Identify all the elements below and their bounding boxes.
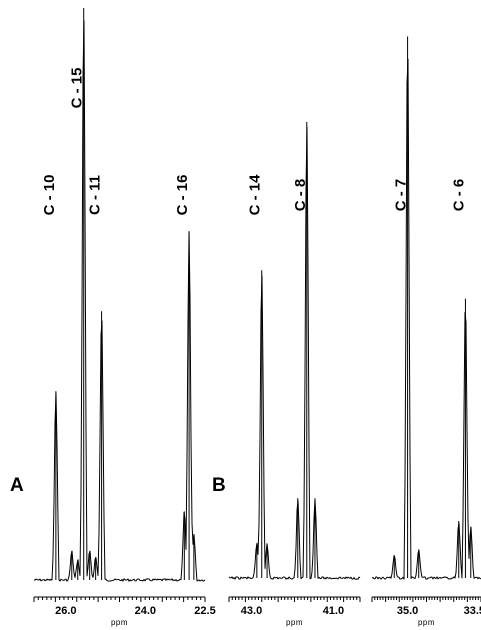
- x-axis-unit-label: ppm: [418, 618, 435, 627]
- spectrum-panel-c: C - 7 C - 6 35.0 33.5 ppm: [371, 36, 481, 627]
- x-axis-unit-label: ppm: [111, 618, 128, 627]
- peak-label-c-10: C - 10: [41, 175, 58, 216]
- peak-label-c-16: C - 16: [174, 175, 191, 216]
- peak-label-c-7: C - 7: [393, 179, 410, 212]
- x-tick-label: 22.5: [194, 605, 215, 617]
- panel-letter-a: A: [10, 475, 24, 496]
- x-tick-label: 35.0: [397, 605, 418, 617]
- spectrum-trace-b: [228, 126, 361, 580]
- x-tick-label: 24.0: [135, 605, 156, 617]
- x-tick-label: 43.0: [241, 605, 262, 617]
- x-axis-unit-label: ppm: [286, 618, 303, 627]
- panel-letter-b: B: [212, 475, 226, 496]
- peak-label-c-14: C - 14: [247, 174, 264, 216]
- x-tick-label: 26.0: [55, 605, 76, 617]
- peak-label-c-11: C - 11: [87, 175, 104, 215]
- spectrum-trace-c: [371, 58, 481, 580]
- x-tick-label: 33.5: [464, 605, 481, 617]
- peak-label-c-8: C - 8: [292, 179, 309, 212]
- spectrum-trace-a: [33, 20, 206, 582]
- peak-label-c-15: C - 15: [69, 68, 86, 109]
- x-tick-label: 41.0: [323, 605, 344, 617]
- spectrum-panel-b: C - 14 C - 8 43.0 41.0 ppm: [228, 122, 361, 627]
- peak-label-c-6: C - 6: [450, 179, 467, 212]
- spectrum-panel-a: C - 10 C - 15 C - 11 C - 16 26.0 24.0 22.5 ppm: [33, 8, 216, 627]
